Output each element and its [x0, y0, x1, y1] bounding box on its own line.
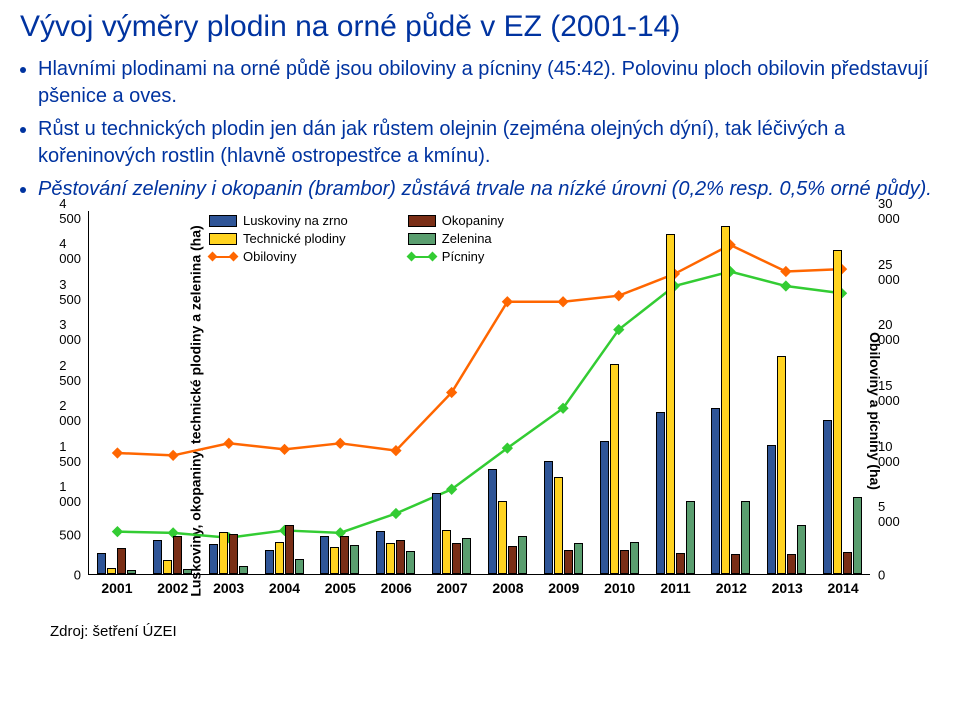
bar-zelenina [630, 542, 639, 574]
bar-okopaniny [173, 536, 182, 574]
bar-okopaniny [508, 546, 517, 574]
y-left-tick: 500 [59, 527, 89, 542]
y-left-tick: 1 500 [59, 439, 89, 469]
y-left-tick: 2 000 [59, 398, 89, 428]
y-left-tick: 4 000 [59, 236, 89, 266]
bar-okopaniny [843, 552, 852, 574]
x-tick: 2007 [436, 574, 467, 596]
bar-technicke [386, 543, 395, 574]
x-tick: 2002 [157, 574, 188, 596]
source-text: Zdroj: šetření ÚZEI [50, 623, 940, 640]
y-left-tick: 4 500 [59, 196, 89, 226]
bar-okopaniny [285, 525, 294, 574]
bar-technicke [442, 530, 451, 574]
bar-okopaniny [731, 554, 740, 574]
bar-technicke [163, 560, 172, 574]
bar-zelenina [574, 543, 583, 574]
bar-technicke [107, 568, 116, 574]
bar-technicke [777, 356, 786, 574]
bar-technicke [610, 364, 619, 574]
bar-okopaniny [620, 550, 629, 574]
bar-luskoviny [823, 420, 832, 574]
y-right-tick: 30 000 [870, 196, 900, 226]
bar-okopaniny [340, 536, 349, 574]
bar-luskoviny [153, 540, 162, 574]
bar-luskoviny [600, 441, 609, 574]
bar-technicke [721, 226, 730, 574]
x-tick: 2012 [716, 574, 747, 596]
bar-zelenina [350, 545, 359, 574]
bar-zelenina [853, 497, 862, 574]
bar-technicke [219, 532, 228, 574]
x-tick: 2014 [827, 574, 858, 596]
bar-okopaniny [787, 554, 796, 574]
bar-luskoviny [97, 553, 106, 574]
y-right-tick: 10 000 [870, 439, 900, 469]
x-tick: 2013 [772, 574, 803, 596]
y-left-tick: 3 000 [59, 317, 89, 347]
bar-okopaniny [117, 548, 126, 574]
bar-technicke [554, 477, 563, 574]
bar-okopaniny [229, 534, 238, 574]
y-left-tick: 3 500 [59, 277, 89, 307]
bar-zelenina [295, 559, 304, 574]
bar-zelenina [686, 501, 695, 574]
plot-area: Luskoviny na zrnoTechnické plodinyObilov… [88, 211, 870, 575]
bar-luskoviny [488, 469, 497, 574]
bar-luskoviny [376, 531, 385, 574]
y-right-tick: 25 000 [870, 257, 900, 287]
bar-zelenina [183, 569, 192, 574]
bar-luskoviny [265, 550, 274, 574]
bar-luskoviny [656, 412, 665, 574]
y-right-tick: 0 [870, 568, 885, 583]
bar-luskoviny [767, 445, 776, 574]
x-tick: 2010 [604, 574, 635, 596]
y-right-tick: 15 000 [870, 378, 900, 408]
bar-zelenina [518, 536, 527, 574]
bar-luskoviny [711, 408, 720, 574]
bar-technicke [275, 542, 284, 574]
bar-okopaniny [564, 550, 573, 574]
x-tick: 2004 [269, 574, 300, 596]
y-left-tick: 1 000 [59, 479, 89, 509]
x-tick: 2009 [548, 574, 579, 596]
bar-luskoviny [209, 544, 218, 574]
bar-zelenina [741, 501, 750, 574]
y-left-tick: 0 [74, 568, 89, 583]
line-layer [89, 211, 870, 574]
bar-okopaniny [676, 553, 685, 574]
bullet-item: Růst u technických plodin jen dán jak rů… [38, 116, 940, 170]
bar-okopaniny [396, 540, 405, 574]
x-tick: 2003 [213, 574, 244, 596]
page-title: Vývoj výměry plodin na orné půdě v EZ (2… [20, 10, 940, 44]
bullet-item: Hlavními plodinami na orné půdě jsou obi… [38, 56, 940, 110]
x-tick: 2006 [381, 574, 412, 596]
bar-zelenina [462, 538, 471, 574]
x-tick: 2008 [492, 574, 523, 596]
bullet-item: Pěstování zeleniny i okopanin (brambor) … [38, 176, 940, 203]
y-right-tick: 5 000 [870, 499, 900, 529]
bar-technicke [666, 234, 675, 574]
bar-technicke [498, 501, 507, 574]
bar-zelenina [239, 566, 248, 574]
y-right-tick: 20 000 [870, 317, 900, 347]
bar-luskoviny [320, 536, 329, 574]
bar-zelenina [406, 551, 415, 574]
x-tick: 2005 [325, 574, 356, 596]
bar-zelenina [797, 525, 806, 574]
bullet-list: Hlavními plodinami na orné půdě jsou obi… [38, 56, 940, 203]
chart: Luskoviny, okopaniny, technické plodiny … [20, 211, 940, 611]
y-left-tick: 2 500 [59, 358, 89, 388]
x-tick: 2001 [101, 574, 132, 596]
bar-okopaniny [452, 543, 461, 574]
bar-zelenina [127, 570, 136, 574]
bar-technicke [330, 547, 339, 574]
x-tick: 2011 [660, 574, 690, 596]
bar-luskoviny [544, 461, 553, 574]
bar-technicke [833, 250, 842, 574]
bar-luskoviny [432, 493, 441, 574]
